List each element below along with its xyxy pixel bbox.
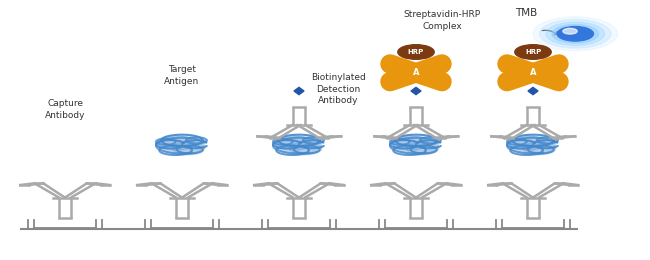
Polygon shape xyxy=(406,142,439,155)
Circle shape xyxy=(402,67,430,79)
Polygon shape xyxy=(157,136,194,150)
Circle shape xyxy=(557,27,593,41)
Polygon shape xyxy=(294,87,304,95)
Circle shape xyxy=(515,45,551,59)
Text: Biotinylated
Detection
Antibody: Biotinylated Detection Antibody xyxy=(311,73,365,105)
Text: Target
Antigen: Target Antigen xyxy=(164,65,200,86)
Polygon shape xyxy=(289,142,322,155)
Text: HRP: HRP xyxy=(408,49,424,55)
Circle shape xyxy=(546,22,604,46)
Polygon shape xyxy=(172,142,205,155)
Polygon shape xyxy=(508,136,545,150)
Polygon shape xyxy=(159,136,205,155)
Polygon shape xyxy=(523,142,556,155)
Polygon shape xyxy=(274,136,311,150)
Circle shape xyxy=(563,28,577,34)
Text: Streptavidin-HRP
Complex: Streptavidin-HRP Complex xyxy=(404,10,480,31)
Text: TMB: TMB xyxy=(515,8,538,18)
Text: A: A xyxy=(530,68,536,77)
Polygon shape xyxy=(528,87,538,95)
Polygon shape xyxy=(276,136,322,155)
Circle shape xyxy=(540,20,611,48)
Circle shape xyxy=(552,24,599,43)
Circle shape xyxy=(398,45,434,59)
Polygon shape xyxy=(393,136,439,155)
Polygon shape xyxy=(391,136,428,150)
Text: A: A xyxy=(413,68,419,77)
Polygon shape xyxy=(411,87,421,95)
Circle shape xyxy=(533,17,618,51)
Polygon shape xyxy=(510,136,556,155)
Circle shape xyxy=(519,67,547,79)
Text: Capture
Antibody: Capture Antibody xyxy=(45,99,85,120)
Text: HRP: HRP xyxy=(525,49,541,55)
